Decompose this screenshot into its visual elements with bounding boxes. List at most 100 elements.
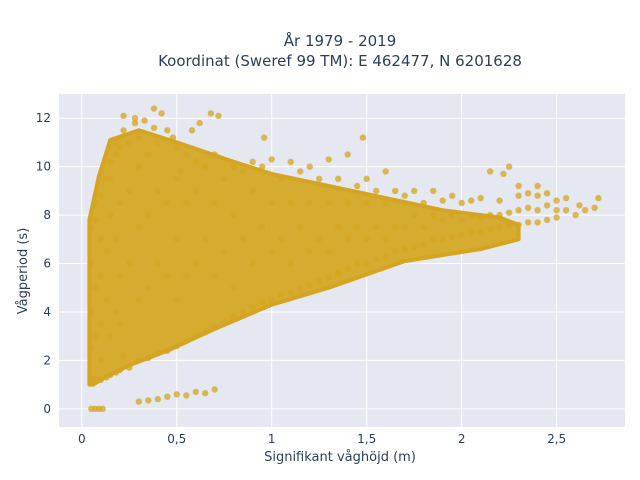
data-point <box>145 354 152 362</box>
data-point <box>103 296 110 304</box>
data-point <box>164 393 171 400</box>
data-point <box>325 199 332 207</box>
data-point <box>411 243 418 250</box>
data-point <box>154 349 161 357</box>
data-point <box>88 345 95 352</box>
y-tick-label: 0 <box>43 402 51 416</box>
data-point <box>188 127 196 134</box>
data-point <box>221 318 228 325</box>
data-point <box>373 255 380 262</box>
data-point <box>363 236 370 243</box>
data-point <box>116 144 124 151</box>
data-point <box>107 371 114 379</box>
data-point <box>468 211 475 219</box>
data-point <box>500 170 507 178</box>
data-point <box>373 187 380 195</box>
data-point <box>154 139 161 146</box>
data-point <box>164 199 171 207</box>
data-point <box>335 175 342 182</box>
data-point <box>120 112 127 120</box>
data-point <box>373 224 380 231</box>
data-point <box>183 272 190 279</box>
data-point <box>259 299 266 306</box>
data-point <box>192 158 199 165</box>
data-point <box>221 248 228 255</box>
data-point <box>411 187 418 195</box>
data-point <box>325 274 332 282</box>
data-point <box>173 236 180 243</box>
data-point <box>363 199 370 207</box>
data-point <box>486 168 494 175</box>
data-point <box>486 226 494 233</box>
data-point <box>112 308 120 316</box>
data-point <box>496 197 503 204</box>
data-point <box>543 202 551 209</box>
y-tick-label: 10 <box>36 160 51 174</box>
plot-area: 0 0,5 1 1,5 2 2,5 0 2 4 6 8 10 12 <box>36 94 625 446</box>
data-point <box>297 168 304 175</box>
data-point <box>401 192 408 199</box>
data-point <box>562 194 570 202</box>
data-point <box>240 236 247 243</box>
x-tick-label: 1 <box>268 432 276 446</box>
data-point <box>359 134 367 141</box>
data-point <box>192 333 199 340</box>
data-point <box>221 175 228 182</box>
data-point <box>91 333 99 340</box>
data-point <box>268 248 275 255</box>
data-point <box>173 144 180 151</box>
data-point <box>430 211 437 219</box>
data-point <box>164 127 171 134</box>
y-tick-label: 4 <box>43 305 51 319</box>
data-point <box>306 163 313 170</box>
data-point <box>112 151 120 158</box>
data-point <box>458 199 465 207</box>
data-point <box>430 187 437 195</box>
data-point <box>553 197 560 204</box>
y-tick-label: 6 <box>43 257 51 271</box>
data-point <box>183 199 190 207</box>
data-point <box>287 260 294 267</box>
data-point <box>316 277 323 284</box>
data-point <box>88 224 95 231</box>
data-point <box>103 248 110 255</box>
data-point <box>230 313 237 320</box>
data-point <box>306 199 313 207</box>
data-point <box>112 236 120 243</box>
data-point <box>505 163 513 170</box>
data-point <box>278 291 285 299</box>
data-point <box>126 187 133 195</box>
data-point <box>411 211 418 219</box>
y-tick-label: 2 <box>43 353 51 367</box>
data-point <box>107 211 114 219</box>
data-point <box>515 182 522 190</box>
data-point <box>207 110 215 117</box>
data-point <box>468 228 475 236</box>
data-point <box>116 199 124 207</box>
data-point <box>458 231 465 238</box>
data-point <box>515 207 522 214</box>
data-point <box>97 192 105 199</box>
data-point <box>325 156 332 163</box>
data-point <box>91 216 99 224</box>
data-point <box>164 272 171 279</box>
data-point <box>192 187 199 195</box>
data-point <box>88 308 95 316</box>
data-point <box>477 214 484 221</box>
data-point <box>392 187 399 195</box>
data-point <box>287 158 294 165</box>
data-point <box>439 216 446 224</box>
data-point <box>325 248 332 255</box>
data-point <box>268 296 275 304</box>
data-point <box>107 158 114 165</box>
data-point <box>173 175 180 182</box>
data-point <box>477 228 484 236</box>
data-point <box>439 236 446 243</box>
data-point <box>249 158 256 165</box>
data-point <box>202 328 209 335</box>
data-point <box>259 224 266 231</box>
data-point <box>354 182 361 190</box>
data-point <box>97 376 105 383</box>
data-point <box>595 194 602 202</box>
data-point <box>177 168 184 175</box>
